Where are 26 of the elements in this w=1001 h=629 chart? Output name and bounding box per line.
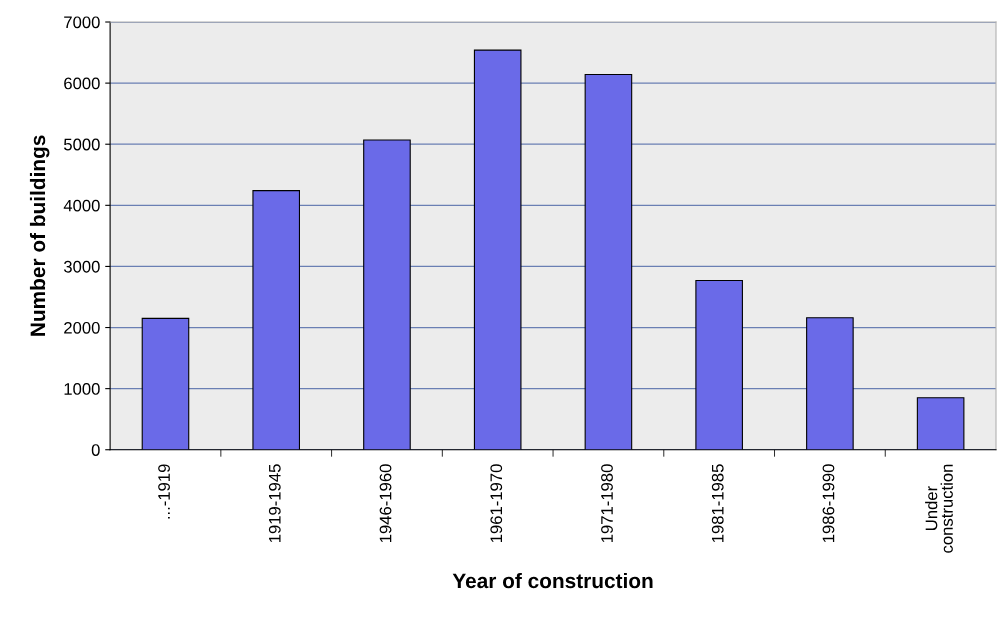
bar: [141, 317, 190, 450]
x-tick-label: 1919-1945: [268, 464, 281, 543]
x-tick-label: 1946-1960: [379, 464, 392, 543]
bar: [806, 317, 854, 450]
y-tick-label: 3000: [63, 260, 100, 273]
y-tick-label: 1000: [64, 383, 100, 395]
bar: [916, 397, 965, 450]
y-tick-label: 2000: [64, 321, 100, 334]
x-tick-label: 1981-1985: [711, 464, 724, 543]
bar: [252, 190, 301, 450]
bar: [363, 139, 411, 450]
x-tick-label: 1971-1980: [601, 464, 613, 543]
y-tick-label: 6000: [64, 77, 100, 90]
x-tick-label: 1961-1970: [490, 464, 503, 543]
x-tick-label: Under construction: [925, 464, 953, 553]
y-tick-label: 4000: [63, 199, 100, 212]
bar: [695, 279, 743, 450]
bar: [473, 49, 522, 450]
x-axis-title: Year of construction: [452, 572, 653, 589]
y-tick-label: 5000: [63, 138, 100, 151]
x-tick-label: 1986-1990: [822, 464, 835, 543]
x-tick-label: ...-1919: [158, 464, 170, 519]
y-axis-title: Number of buildings: [29, 135, 50, 336]
y-tick-label: 0: [91, 444, 100, 456]
bar: [584, 74, 633, 450]
y-tick-label: 7000: [64, 16, 100, 29]
